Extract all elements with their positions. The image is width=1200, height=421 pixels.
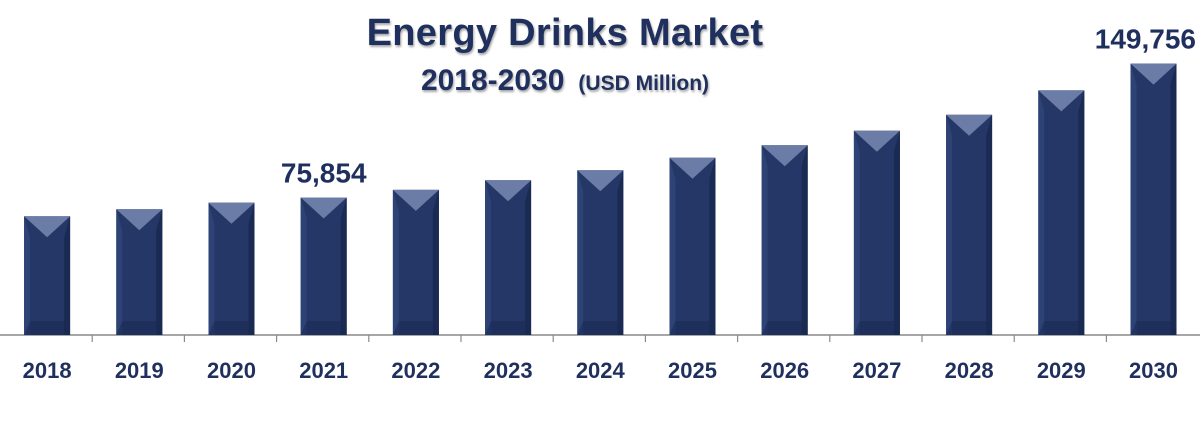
bar-body: [392, 189, 439, 335]
bar-base-bevel: [116, 321, 163, 335]
bar-base-bevel: [669, 321, 716, 335]
x-tick-label-2023: 2023: [484, 358, 533, 383]
bar-cap: [577, 170, 624, 192]
x-tick-label-2028: 2028: [945, 358, 994, 383]
bar-base-bevel: [24, 321, 71, 335]
bar-right-facet: [248, 202, 255, 335]
bar-left-facet: [24, 216, 31, 335]
bar-base-bevel: [392, 321, 439, 335]
bar-right-facet: [893, 130, 900, 335]
bar-left-facet: [669, 157, 676, 335]
x-tick-label-2020: 2020: [207, 358, 256, 383]
bar-left-facet: [208, 202, 215, 335]
bar-base-bevel: [853, 321, 900, 335]
x-tick-label-2030: 2030: [1129, 358, 1178, 383]
chart-year-range: 2018-2030: [420, 64, 565, 97]
bar-2018: [24, 216, 71, 335]
bar-body: [577, 170, 624, 335]
bar-body: [669, 157, 716, 335]
data-label-2021: 75,854: [281, 158, 367, 189]
x-tick-label-2019: 2019: [115, 358, 164, 383]
bar-left-facet: [853, 130, 860, 335]
bar-right-facet: [801, 145, 808, 335]
bar-base-bevel: [208, 321, 255, 335]
bar-body: [300, 197, 347, 335]
bar-2024: [577, 170, 624, 335]
bar-cap: [761, 145, 808, 167]
bar-cap: [300, 197, 347, 219]
bar-right-facet: [432, 189, 439, 335]
bar-right-facet: [64, 216, 71, 335]
bar-base-bevel: [577, 321, 624, 335]
bar-right-facet: [1078, 90, 1085, 335]
bar-2028: [946, 114, 993, 335]
bar-right-facet: [617, 170, 624, 335]
bar-2019: [116, 209, 163, 335]
bar-right-facet: [709, 157, 716, 335]
bar-body: [946, 114, 993, 335]
bar-cap: [853, 130, 900, 152]
bar-left-facet: [300, 197, 307, 335]
bar-cap: [946, 114, 993, 136]
bar-cap: [1130, 63, 1177, 85]
bar-2026: [761, 145, 808, 335]
bar-left-facet: [392, 189, 399, 335]
bar-body: [208, 202, 255, 335]
x-tick-label-2026: 2026: [760, 358, 809, 383]
x-tick-label-2018: 2018: [23, 358, 72, 383]
bar-cap: [208, 202, 255, 224]
bar-base-bevel: [761, 321, 808, 335]
bar-2022: [392, 189, 439, 335]
bar-base-bevel: [300, 321, 347, 335]
x-tick-label-2022: 2022: [391, 358, 440, 383]
bar-2029: [1038, 90, 1085, 335]
bar-body: [1130, 63, 1177, 335]
bar-base-bevel: [1038, 321, 1085, 335]
bar-left-facet: [1038, 90, 1045, 335]
bar-2030: [1130, 63, 1177, 335]
chart-unit-label: (USD Million): [578, 72, 710, 95]
bar-cap: [392, 189, 439, 211]
x-tick-label-2025: 2025: [668, 358, 717, 383]
chart-title: Energy Drinks Market: [366, 12, 764, 54]
bar-right-facet: [986, 114, 993, 335]
bar-base-bevel: [946, 321, 993, 335]
chart-subtitle: 2018-2030 (USD Million): [0, 64, 1130, 98]
bar-cap: [669, 157, 716, 179]
bar-left-facet: [761, 145, 768, 335]
bar-2020: [208, 202, 255, 335]
bar-body: [853, 130, 900, 335]
bar-left-facet: [116, 209, 123, 335]
x-tick-label-2024: 2024: [576, 358, 626, 383]
bar-left-facet: [946, 114, 953, 335]
bar-cap: [1038, 90, 1085, 112]
bar-body: [485, 180, 532, 335]
bar-left-facet: [577, 170, 584, 335]
bar-2021: [300, 197, 347, 335]
data-label-2030: 149,756: [1095, 24, 1196, 55]
bar-right-facet: [340, 197, 347, 335]
bar-base-bevel: [485, 321, 532, 335]
x-tick-label-2021: 2021: [299, 358, 348, 383]
bar-right-facet: [156, 209, 163, 335]
bar-base-bevel: [1130, 321, 1177, 335]
x-tick-label-2029: 2029: [1037, 358, 1086, 383]
bar-left-facet: [1130, 63, 1137, 335]
bar-2023: [485, 180, 532, 335]
bar-body: [761, 145, 808, 335]
bar-cap: [485, 180, 532, 202]
bar-right-facet: [1170, 63, 1177, 335]
bar-2025: [669, 157, 716, 335]
bar-left-facet: [485, 180, 492, 335]
bar-2027: [853, 130, 900, 335]
bar-cap: [24, 216, 71, 238]
bar-cap: [116, 209, 163, 231]
bar-right-facet: [525, 180, 532, 335]
x-tick-label-2027: 2027: [852, 358, 901, 383]
bar-body: [1038, 90, 1085, 335]
